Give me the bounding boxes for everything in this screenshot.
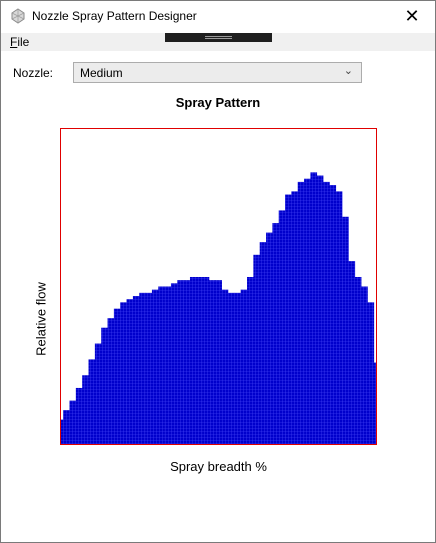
flow-bar (291, 191, 298, 445)
flow-bar (171, 283, 178, 445)
flow-bar (285, 195, 292, 445)
flow-bar (89, 359, 96, 445)
y-axis-label: Relative flow (34, 282, 49, 356)
flow-bar (317, 176, 324, 445)
chevron-down-icon: ⌄ (344, 64, 353, 77)
nozzle-selected-value: Medium (80, 66, 123, 80)
flow-bar (367, 302, 374, 445)
flow-bar (253, 255, 260, 445)
flow-bar (298, 182, 305, 445)
flow-bar (342, 217, 349, 445)
flow-bar (222, 290, 229, 445)
flow-bar (139, 293, 146, 445)
flow-bar (361, 287, 368, 446)
flow-bar (146, 293, 153, 445)
flow-bar (209, 280, 216, 445)
flow-bar (247, 277, 254, 445)
chart-title: Spray Pattern (1, 95, 435, 110)
flow-bar (158, 287, 165, 446)
flow-bar (260, 242, 267, 445)
flow-bar (310, 172, 317, 445)
flow-bar (177, 280, 184, 445)
nozzle-select[interactable]: Medium ⌄ (73, 62, 362, 83)
flow-bar (184, 280, 191, 445)
flow-bar (196, 277, 203, 445)
nozzle-label: Nozzle: (13, 66, 53, 80)
flow-bar (228, 293, 235, 445)
flow-bar (82, 375, 89, 445)
drag-handle[interactable] (165, 33, 272, 42)
flow-bar (152, 290, 159, 445)
menu-file[interactable]: File (10, 35, 29, 49)
flow-bar (234, 293, 241, 445)
title-bar[interactable]: Nozzle Spray Pattern Designer ✕ (1, 1, 435, 32)
flow-bar (133, 296, 140, 445)
flow-bar (355, 277, 362, 445)
flow-bar (114, 309, 121, 445)
flow-bar (272, 223, 279, 445)
flow-bar (70, 401, 77, 445)
flow-bar (348, 261, 355, 445)
flow-bar (165, 287, 172, 446)
flow-bar (95, 344, 102, 445)
menu-file-label: ile (17, 35, 29, 49)
app-icon (10, 8, 26, 24)
flow-bar (76, 388, 83, 445)
flow-bar (336, 191, 343, 445)
window-title: Nozzle Spray Pattern Designer (32, 9, 197, 23)
flow-bar (127, 299, 134, 445)
flow-bar (323, 182, 330, 445)
flow-bar (63, 410, 70, 445)
flow-bar (120, 302, 127, 445)
flow-bar (108, 318, 115, 445)
flow-bar (101, 328, 108, 445)
flow-bar (215, 280, 222, 445)
spray-pattern-chart (60, 128, 377, 445)
flow-bar (266, 233, 273, 445)
flow-bar (190, 277, 197, 445)
close-button[interactable]: ✕ (389, 1, 435, 32)
x-axis-label: Spray breadth % (60, 459, 377, 474)
flow-bar (279, 210, 286, 445)
close-icon: ✕ (404, 6, 419, 27)
flow-bar (203, 277, 210, 445)
flow-bar (304, 179, 311, 445)
flow-bar (329, 185, 336, 445)
flow-bar (241, 290, 248, 445)
